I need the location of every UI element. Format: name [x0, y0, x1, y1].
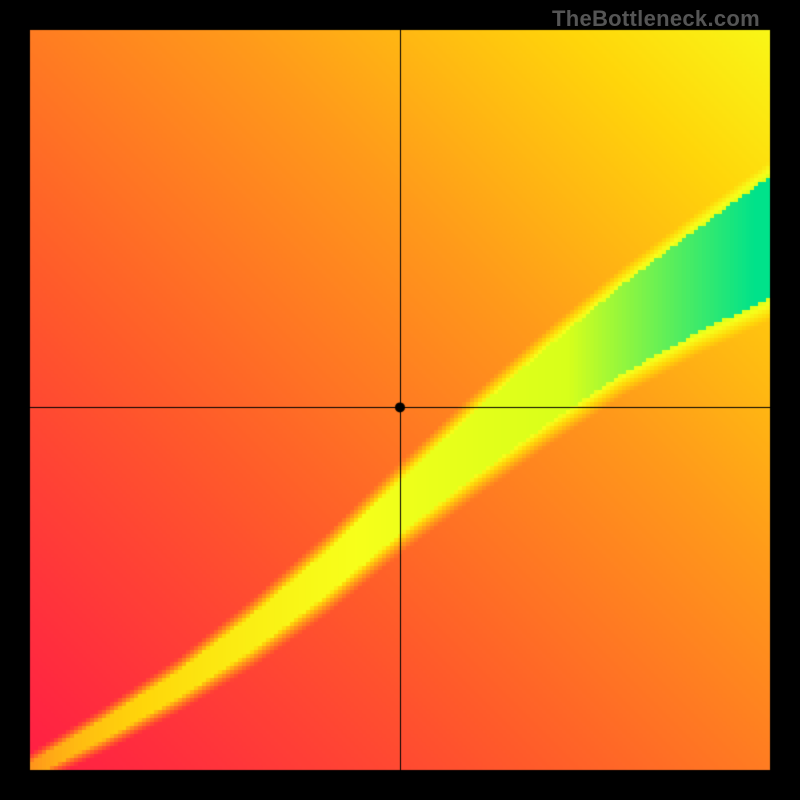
root: TheBottleneck.com — [0, 0, 800, 800]
heatmap-canvas — [0, 0, 800, 800]
watermark-text: TheBottleneck.com — [552, 6, 760, 32]
